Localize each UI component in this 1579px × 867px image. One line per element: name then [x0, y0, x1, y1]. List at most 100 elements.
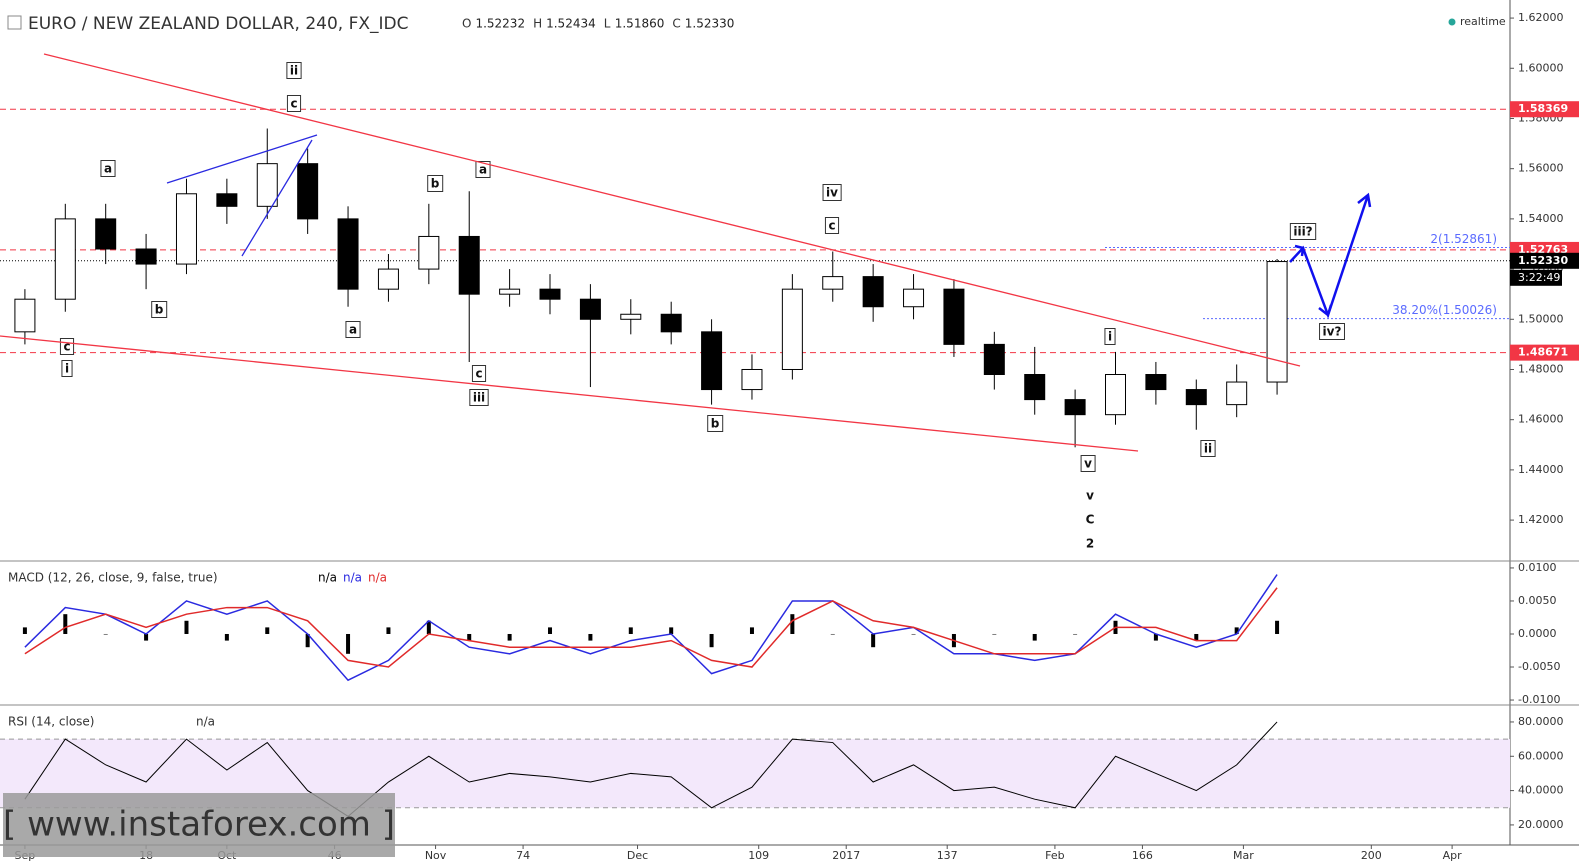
y-tick-label: 20.0000: [1518, 818, 1564, 831]
candle-body: [579, 298, 601, 320]
y-tick-label: 1.44000: [1518, 463, 1564, 476]
macd-reading: n/a: [368, 571, 387, 585]
candle-body: [297, 163, 319, 220]
candle-body: [1024, 374, 1046, 401]
wave-label-box: [824, 217, 840, 234]
marks: 1.620001.600001.580001.560001.540001.520…: [0, 11, 1579, 862]
level-label: 1.58369: [1518, 102, 1568, 115]
wave-label-box: [471, 365, 487, 382]
y-tick-label: 1.60000: [1518, 61, 1564, 74]
y-tick-label: 0.0000: [1518, 627, 1557, 640]
ohlc-key: O: [462, 17, 471, 31]
candle-body: [781, 288, 803, 370]
y-tick-label: 1.62000: [1518, 11, 1564, 24]
histogram-bar: [386, 627, 391, 634]
x-tick-label: 2017: [832, 849, 860, 862]
wave-label: v: [1084, 457, 1092, 471]
candle-body: [822, 276, 844, 290]
histogram-bar: [224, 633, 229, 641]
histogram-bar: [669, 627, 674, 634]
wave-label-box: [427, 175, 444, 192]
arrow-head: [1294, 244, 1305, 257]
histogram-bar: [22, 627, 27, 634]
wave-label: c: [475, 367, 482, 381]
candle-body: [1145, 374, 1167, 391]
rsi-title: RSI (14, close): [8, 715, 94, 729]
icon[interactable]: [7, 15, 22, 30]
wave-label: c: [828, 219, 835, 233]
ohlc-value: 1.51860: [615, 17, 665, 31]
histogram-bar: [1032, 633, 1037, 641]
wave-label: b: [155, 303, 164, 317]
histogram-bar: [790, 614, 795, 634]
level-tag: [1510, 344, 1579, 361]
histogram-bar: [265, 627, 270, 634]
histogram-bar: [1234, 627, 1239, 634]
y-tick-label: 1.48000: [1518, 362, 1564, 375]
macd-line: [24, 574, 1278, 682]
candle-body: [1266, 261, 1288, 383]
arrow-head: [1318, 304, 1333, 318]
histogram-bar: [346, 633, 351, 654]
histogram-bar: [426, 620, 431, 634]
histogram-bar: [63, 614, 68, 634]
trend-line: [43, 53, 1301, 367]
y-tick-label: 0.0050: [1518, 594, 1557, 607]
wave-label-box: [286, 95, 302, 112]
histogram-bar: [507, 633, 512, 641]
fib-label: 38.20%(1.50026): [1392, 303, 1497, 317]
x-tick-label: Nov: [425, 849, 447, 862]
y-tick-label: 60.0000: [1518, 749, 1564, 762]
candle-body: [256, 163, 278, 207]
histogram-bar: [628, 627, 633, 634]
y-tick-label: -0.0050: [1518, 660, 1560, 673]
chart-title: EURO / NEW ZEALAND DOLLAR, 240, FX_IDC: [28, 14, 409, 34]
wave-label-box: [1104, 328, 1116, 345]
candle-body: [175, 193, 197, 265]
histogram-bar: [830, 633, 835, 635]
candle-body: [660, 313, 682, 333]
macd-line: [24, 587, 1278, 668]
projection-arrow: [1289, 194, 1370, 319]
last-price-tag: [1510, 252, 1579, 269]
macd-reading: n/a: [343, 571, 362, 585]
candle-body: [1105, 374, 1127, 416]
wave-label-box: [286, 62, 302, 79]
ohlc-key: H: [533, 17, 542, 31]
wave-label-box: [100, 160, 116, 177]
y-tick-label: 40.0000: [1518, 784, 1564, 797]
level-label: 1.52763: [1518, 243, 1568, 256]
last-price-label: 1.52330: [1518, 254, 1568, 267]
x-tick-label: 200: [1361, 849, 1382, 862]
rsi-reading: n/a: [196, 715, 215, 729]
x-tick-label: 74: [516, 849, 530, 862]
candle-body: [499, 288, 521, 295]
macd-reading: n/a: [318, 571, 337, 585]
y-tick-label: 1.50000: [1518, 312, 1564, 325]
wave-label-box: [1080, 455, 1096, 472]
candle-body: [216, 193, 238, 207]
wave-label: ii: [1204, 442, 1212, 456]
histogram-bar: [1073, 633, 1078, 635]
y-tick-label: 1.46000: [1518, 413, 1564, 426]
histogram-bar: [548, 627, 553, 634]
candle-body: [54, 218, 76, 300]
candle-body: [983, 343, 1005, 376]
wave-label-box: [151, 301, 168, 318]
histogram-bar: [1194, 633, 1199, 641]
wave-label: iii?: [1293, 225, 1312, 239]
status-dot: [1448, 18, 1456, 26]
x-tick-label: Feb: [1045, 849, 1064, 862]
wave-label-box: [469, 389, 489, 406]
y-tick-label: 1.42000: [1518, 513, 1564, 526]
y-tick-label: 0.0100: [1518, 561, 1557, 574]
ohlc-value: 1.52232: [475, 17, 525, 31]
histogram-bar: [871, 633, 876, 648]
ohlc-value: 1.52434: [546, 17, 596, 31]
wave-label-box: [475, 161, 491, 178]
trend-line: [241, 139, 313, 257]
fib-label: 2(1.52861): [1430, 232, 1497, 246]
wave-label: iv?: [1323, 325, 1342, 339]
x-tick-label: 166: [1132, 849, 1153, 862]
